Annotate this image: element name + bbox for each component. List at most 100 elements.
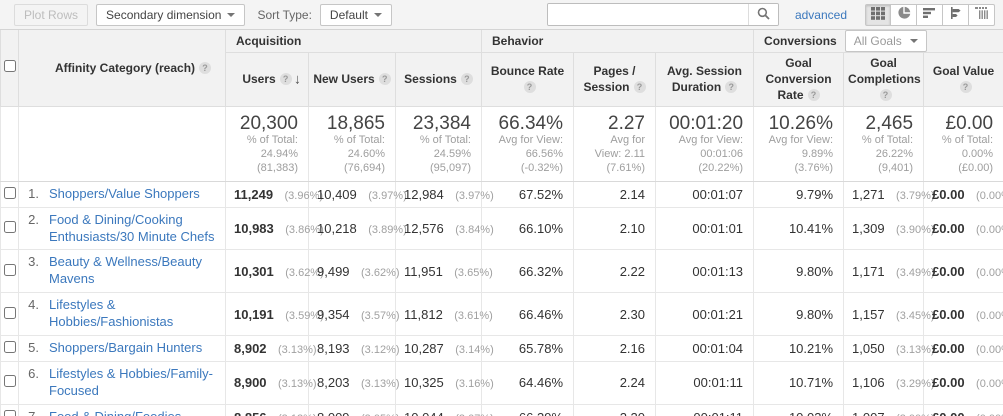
sort-descending-icon[interactable]: ↓: [294, 70, 301, 87]
sessions-cell: 10,325 (3.16%): [395, 361, 494, 405]
totals-new-users-value: 18,865: [326, 112, 385, 134]
performance-view-button[interactable]: [917, 3, 943, 26]
goal-completions-pct: (3.13%): [896, 344, 935, 356]
column-header-goal-completions[interactable]: Goal Completions?: [843, 52, 925, 107]
help-icon[interactable]: ?: [279, 73, 292, 86]
column-header-users[interactable]: Users? ↓: [225, 52, 309, 107]
help-icon[interactable]: ?: [807, 89, 820, 102]
column-header-avg-session-duration[interactable]: Avg. Session Duration?: [654, 52, 755, 107]
column-header-goal-value[interactable]: Goal Value?: [923, 52, 1003, 107]
goal-value-pct: (0.00%): [976, 224, 1003, 237]
dimension-header-label[interactable]: Affinity Category (reach): [55, 60, 196, 75]
goal-conversion-rate-cell: 9.79%: [753, 180, 845, 208]
row-dimension-cell: 5. Shoppers/Bargain Hunters: [18, 335, 226, 362]
pivot-view-button[interactable]: [969, 3, 995, 26]
help-icon[interactable]: ?: [378, 73, 391, 86]
users-value: 11,249: [234, 186, 274, 202]
dimension-link[interactable]: Shoppers/Bargain Hunters: [49, 340, 203, 356]
totals-goal-completions-sub1: % of Total: 26.22%: [861, 134, 914, 161]
dimension-link[interactable]: Lifestyles & Hobbies/Family-Focused: [49, 366, 213, 398]
goal-value-pct: (0.00%): [976, 378, 1003, 391]
totals-users: 20,300 % of Total: 24.94% (81,383): [225, 105, 309, 182]
row-checkbox[interactable]: [3, 221, 16, 234]
row-checkbox[interactable]: [3, 341, 16, 353]
new-users-pct: (3.62%): [361, 266, 400, 279]
goal-completions-cell: 1,007(3.00%): [843, 403, 935, 416]
help-icon[interactable]: ?: [879, 89, 892, 102]
secondary-dimension-label: Secondary dimension: [106, 7, 222, 22]
help-icon[interactable]: ?: [725, 81, 738, 94]
column-header-goal-conversion-rate[interactable]: Goal Conversion Rate?: [753, 52, 845, 107]
pages-session-cell: 2.24: [573, 361, 656, 405]
column-header-bounce-rate[interactable]: Bounce Rate?: [481, 52, 574, 107]
help-icon[interactable]: ?: [199, 61, 212, 74]
new-users-cell: 9,354 (3.57%): [308, 292, 400, 336]
sessions-value: 10,325: [404, 375, 444, 391]
totals-bounce-rate-value: 66.34%: [498, 112, 563, 134]
row-checkbox[interactable]: [3, 375, 16, 388]
row-checkbox[interactable]: [3, 306, 16, 319]
advanced-search-link[interactable]: advanced: [794, 7, 847, 22]
select-all-cell: [0, 30, 19, 107]
help-icon[interactable]: ?: [460, 73, 473, 86]
select-all-checkbox[interactable]: [3, 60, 16, 73]
dimension-link[interactable]: Lifestyles & Hobbies/Fashionistas: [49, 297, 174, 330]
sessions-cell: 11,951 (3.65%): [395, 249, 493, 294]
bounce-rate-cell: 66.32%: [481, 249, 574, 294]
pages-session-cell: 2.30: [573, 292, 656, 336]
pivot-table-icon: [974, 7, 989, 22]
goal-completions-value: 1,309: [852, 221, 885, 237]
users-pct: (3.86%): [285, 224, 324, 237]
search-input[interactable]: [547, 4, 748, 25]
report-table: Affinity Category (reach)? Acquisition B…: [0, 30, 1003, 416]
dimension-link[interactable]: Food & Dining/Foodies: [49, 409, 181, 416]
goal-completions-cell: 1,050 (3.13%): [843, 335, 935, 362]
users-pct: (3.96%): [284, 189, 324, 202]
avg-session-duration-cell: 00:01:01: [654, 206, 755, 251]
goal-value-pct: (0.00%): [976, 344, 1003, 356]
goal-selector-dropdown[interactable]: All Goals: [844, 30, 927, 52]
column-header-sessions[interactable]: Sessions?: [395, 52, 482, 107]
row-checkbox[interactable]: [3, 263, 16, 276]
plot-rows-button[interactable]: Plot Rows: [14, 3, 89, 26]
totals-goal-completions-sub2: (9,401): [878, 161, 914, 174]
pie-chart-icon: [897, 6, 911, 23]
row-checkbox[interactable]: [3, 186, 16, 199]
help-icon[interactable]: ?: [523, 81, 536, 94]
pages-session-cell: 2.14: [573, 180, 656, 208]
row-checkbox[interactable]: [3, 409, 16, 416]
bounce-rate-cell: 66.10%: [481, 206, 574, 251]
dimension-link[interactable]: Beauty & Wellness/Beauty Mavens: [49, 254, 202, 287]
totals-goal-value-sub1: % of Total: 0.00%: [941, 134, 994, 161]
column-header-new-users[interactable]: New Users?: [308, 52, 396, 107]
table-view-button[interactable]: [865, 3, 891, 26]
chevron-down-icon: [227, 12, 236, 17]
totals-avg-session-duration-sub2: (20.22%): [698, 161, 744, 174]
help-icon[interactable]: ?: [959, 81, 972, 94]
column-header-pages-session[interactable]: Pages / Session?: [573, 52, 656, 107]
users-cell: 10,983 (3.86%): [225, 206, 324, 251]
sessions-pct: (3.97%): [455, 189, 494, 202]
new-users-cell: 8,203 (3.13%): [308, 361, 400, 405]
help-icon[interactable]: ?: [633, 81, 646, 94]
secondary-dimension-dropdown[interactable]: Secondary dimension: [96, 3, 246, 26]
table-search: [546, 3, 779, 26]
goal-completions-value: 1,157: [852, 306, 885, 322]
goal-value-pct: (0.00%): [976, 189, 1003, 202]
sort-type-value: Default: [329, 7, 368, 22]
dimension-link[interactable]: Shoppers/Value Shoppers: [49, 185, 200, 201]
goal-completions-pct: (3.29%): [896, 378, 935, 391]
dimension-link[interactable]: Food & Dining/Cooking Enthusiasts/30 Min…: [49, 211, 215, 244]
row-check-cell: [0, 403, 19, 416]
new-users-pct: (3.13%): [361, 378, 400, 391]
goal-completions-value: 1,171: [852, 263, 885, 279]
search-button[interactable]: [747, 4, 778, 25]
totals-avg-session-duration: 00:01:20 Avg for View: 00:01:06 (20.22%): [654, 105, 755, 182]
goal-conversion-rate-header-label: Goal Conversion Rate: [765, 56, 832, 103]
row-number: 4.: [28, 297, 39, 313]
users-value: 10,191: [234, 306, 274, 322]
sort-type-dropdown[interactable]: Default: [319, 3, 392, 26]
comparison-view-button[interactable]: [943, 3, 969, 26]
avg-session-duration-cell: 00:01:04: [654, 335, 755, 362]
percentage-view-button[interactable]: [891, 3, 917, 26]
